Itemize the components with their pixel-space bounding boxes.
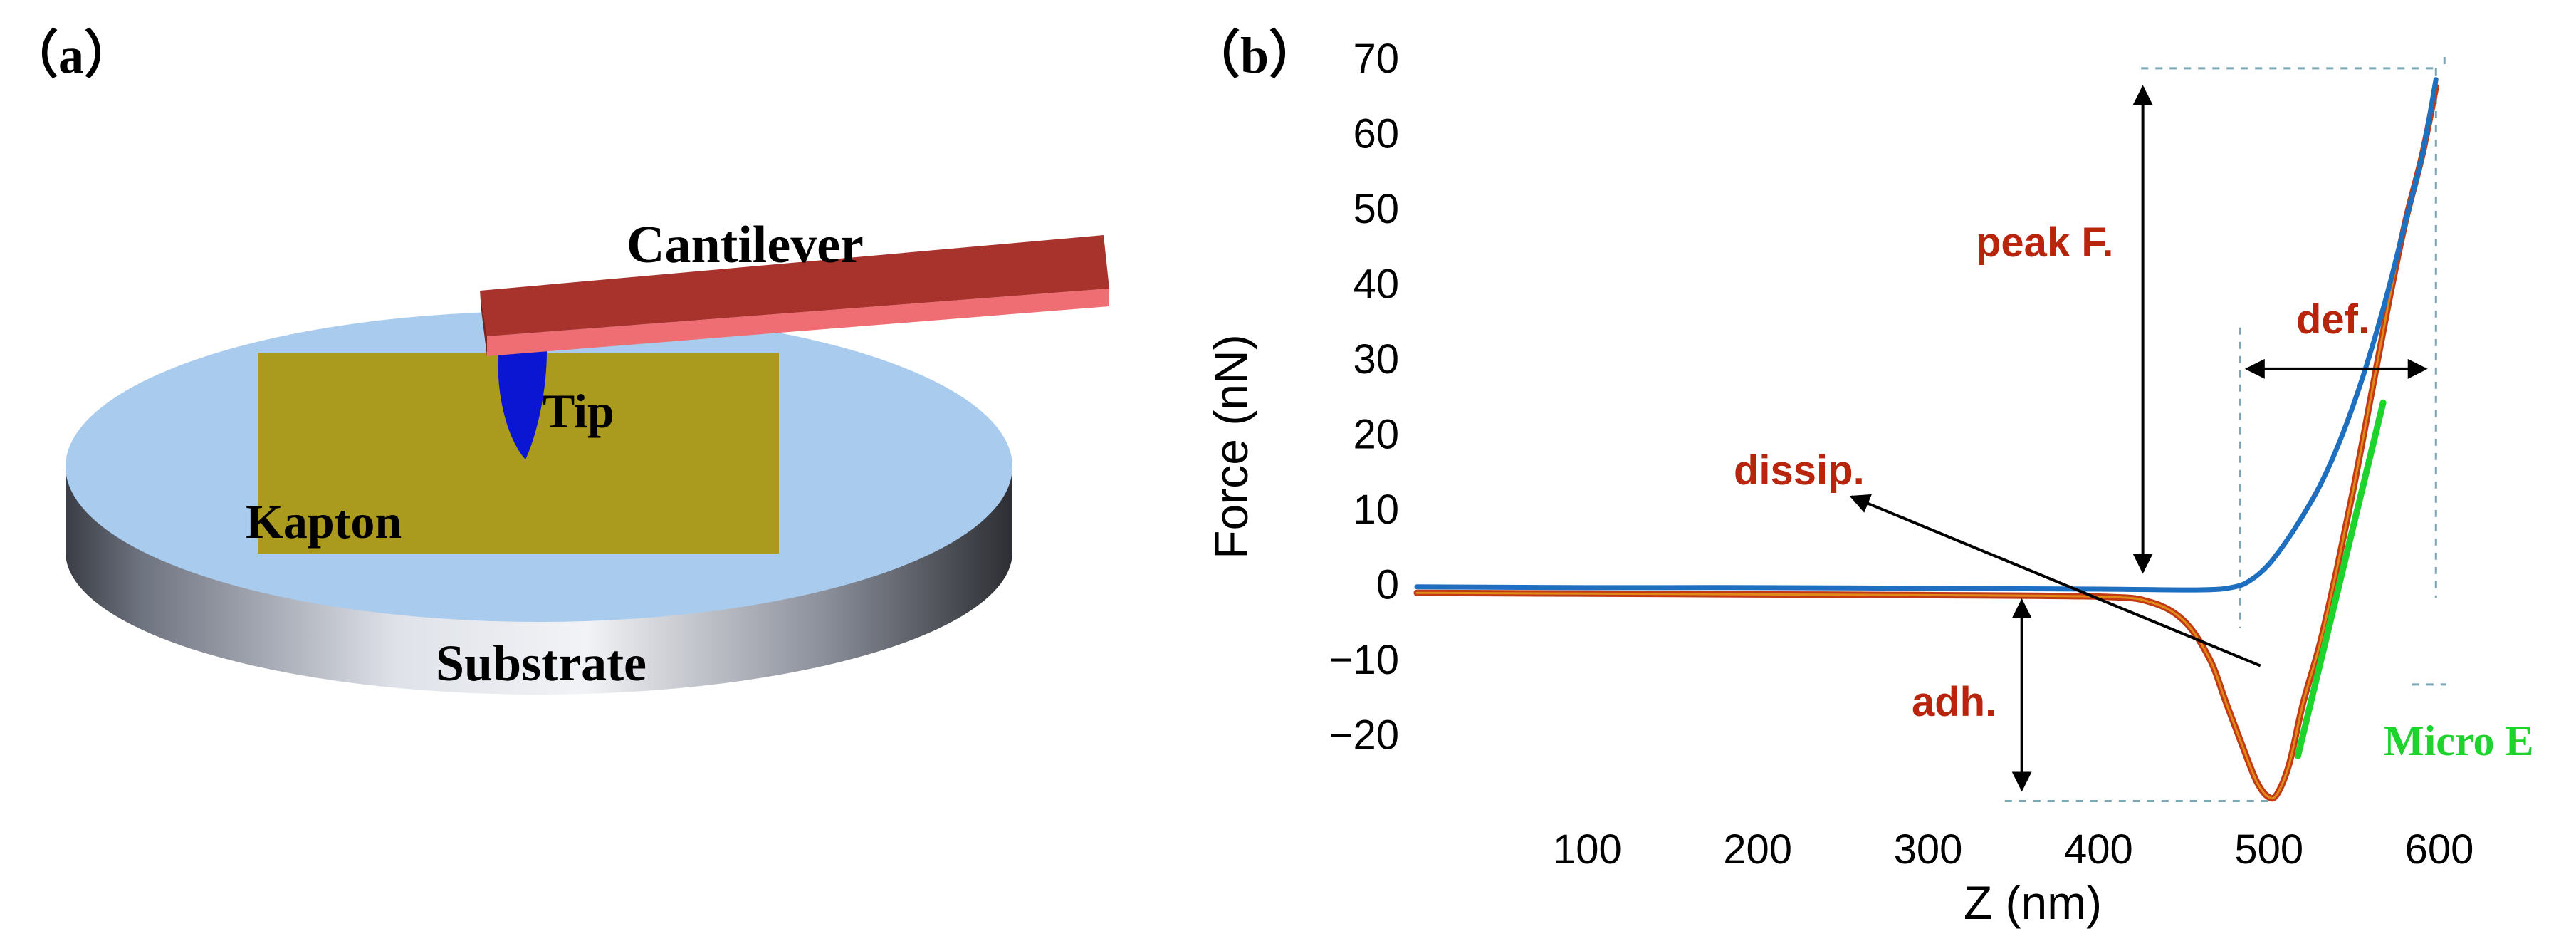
y-tick-label: −10	[1329, 637, 1399, 683]
y-tick-label: −20	[1329, 712, 1399, 759]
x-tick-label: 100	[1553, 826, 1622, 873]
approach-curve	[1414, 77, 2439, 593]
y-tick-label: 60	[1353, 111, 1399, 157]
y-axis-label: Force (nN)	[1205, 334, 1257, 558]
peak-annotation: peak F.	[1976, 219, 2113, 266]
panel-b-label: （b）	[1189, 27, 1320, 84]
x-tick-labels: 100 200 300 400 500 600	[1553, 826, 2474, 873]
x-tick-label: 200	[1723, 826, 1792, 873]
cantilever-label: Cantilever	[627, 216, 864, 274]
cantilever	[480, 235, 1109, 356]
x-axis-label: Z (nm)	[1964, 876, 2102, 929]
guide-lines	[2004, 57, 2446, 802]
y-tick-labels: 70 60 50 40 30 20 10 0 −10 −20	[1329, 36, 1399, 759]
cantilever-top	[480, 235, 1109, 336]
adh-annotation: adh.	[1912, 679, 1996, 725]
substrate-label: Substrate	[436, 635, 646, 692]
afm-tip	[498, 350, 547, 459]
x-tick-label: 500	[2234, 826, 2303, 873]
x-tick-label: 600	[2405, 826, 2474, 873]
dissipation-arrow	[1849, 494, 2261, 667]
x-tick-label: 300	[1894, 826, 1963, 873]
dissip-annotation: dissip.	[1734, 447, 1865, 494]
cantilever-edge	[487, 289, 1109, 356]
panel-a-label: （a）	[7, 27, 135, 84]
x-tick-label: 400	[2064, 826, 2133, 873]
panel-a: （a） Cantilever Tip Kapton Substrate	[7, 27, 1109, 695]
micro-e-slope-line	[2294, 399, 2387, 759]
y-tick-label: 50	[1353, 186, 1399, 232]
cantilever-front	[480, 291, 487, 356]
tip-label: Tip	[543, 384, 614, 438]
y-tick-label: 10	[1353, 487, 1399, 533]
micro-e-annotation: Micro E	[2384, 717, 2534, 764]
def-annotation: def.	[2296, 296, 2370, 343]
y-tick-label: 70	[1353, 36, 1399, 82]
substrate-side	[66, 467, 1012, 695]
y-tick-label: 20	[1353, 412, 1399, 458]
y-tick-label: 0	[1376, 562, 1399, 608]
y-tick-label: 30	[1353, 336, 1399, 383]
y-tick-label: 40	[1353, 261, 1399, 308]
annotation-arrows	[1849, 85, 2428, 792]
kapton-label: Kapton	[246, 494, 402, 549]
